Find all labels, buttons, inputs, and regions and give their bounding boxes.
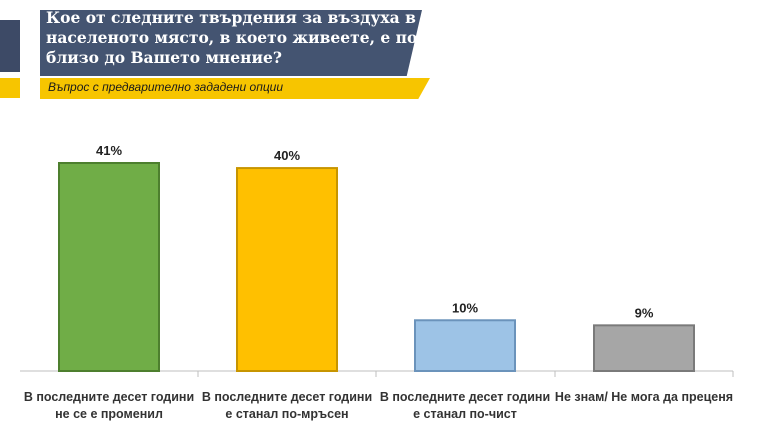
category-label: е станал по-мръсен [225, 407, 348, 421]
category-label: Не знам/ Не мога да преценя [555, 390, 733, 404]
bar-value-label: 41% [96, 143, 122, 158]
bar [237, 168, 337, 371]
category-label: В последните десет години [24, 390, 194, 404]
category-label: е станал по-чист [413, 407, 517, 421]
category-label: не се е променил [55, 407, 163, 421]
bar-value-label: 40% [274, 148, 300, 163]
category-label: В последните десет години [202, 390, 372, 404]
bar-value-label: 9% [635, 305, 654, 320]
category-label: В последните десет години [380, 390, 550, 404]
bar [59, 163, 159, 371]
bar-value-label: 10% [452, 300, 478, 315]
bar [415, 320, 515, 371]
bar [594, 325, 694, 371]
